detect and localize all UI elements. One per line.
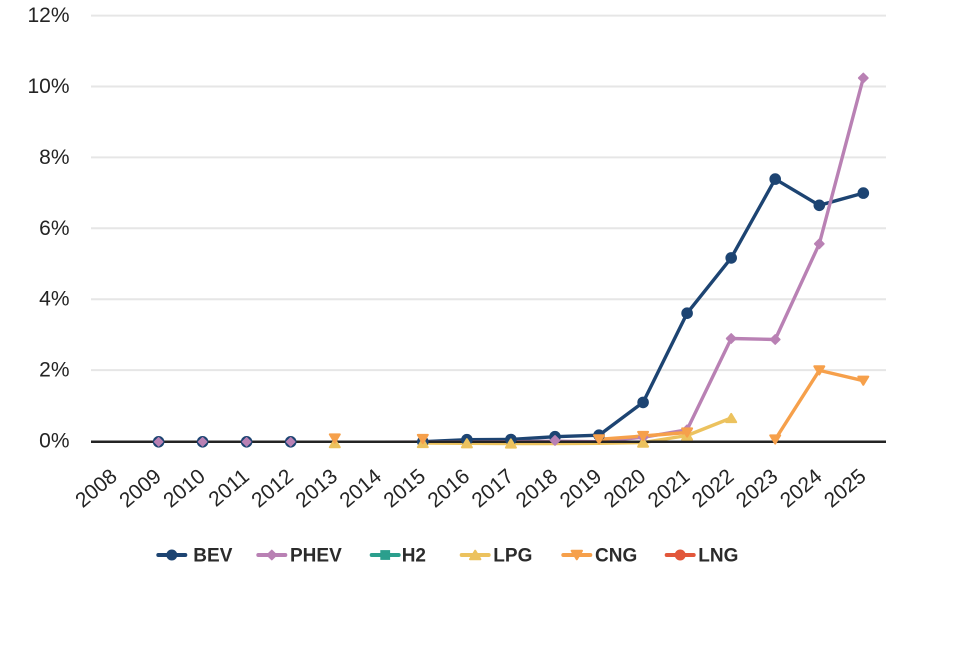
svg-text:12%: 12% bbox=[27, 4, 69, 27]
svg-text:LPG: LPG bbox=[493, 546, 532, 567]
svg-text:0%: 0% bbox=[39, 430, 69, 453]
svg-text:LNG: LNG bbox=[698, 546, 738, 567]
svg-text:6%: 6% bbox=[39, 217, 69, 240]
svg-text:BEV: BEV bbox=[193, 546, 232, 567]
svg-text:10%: 10% bbox=[27, 75, 69, 98]
svg-text:2%: 2% bbox=[39, 359, 69, 382]
svg-text:PHEV: PHEV bbox=[290, 546, 342, 567]
svg-text:CNG: CNG bbox=[595, 546, 637, 567]
svg-text:8%: 8% bbox=[39, 146, 69, 169]
svg-text:H2: H2 bbox=[402, 546, 426, 567]
svg-text:4%: 4% bbox=[39, 288, 69, 311]
